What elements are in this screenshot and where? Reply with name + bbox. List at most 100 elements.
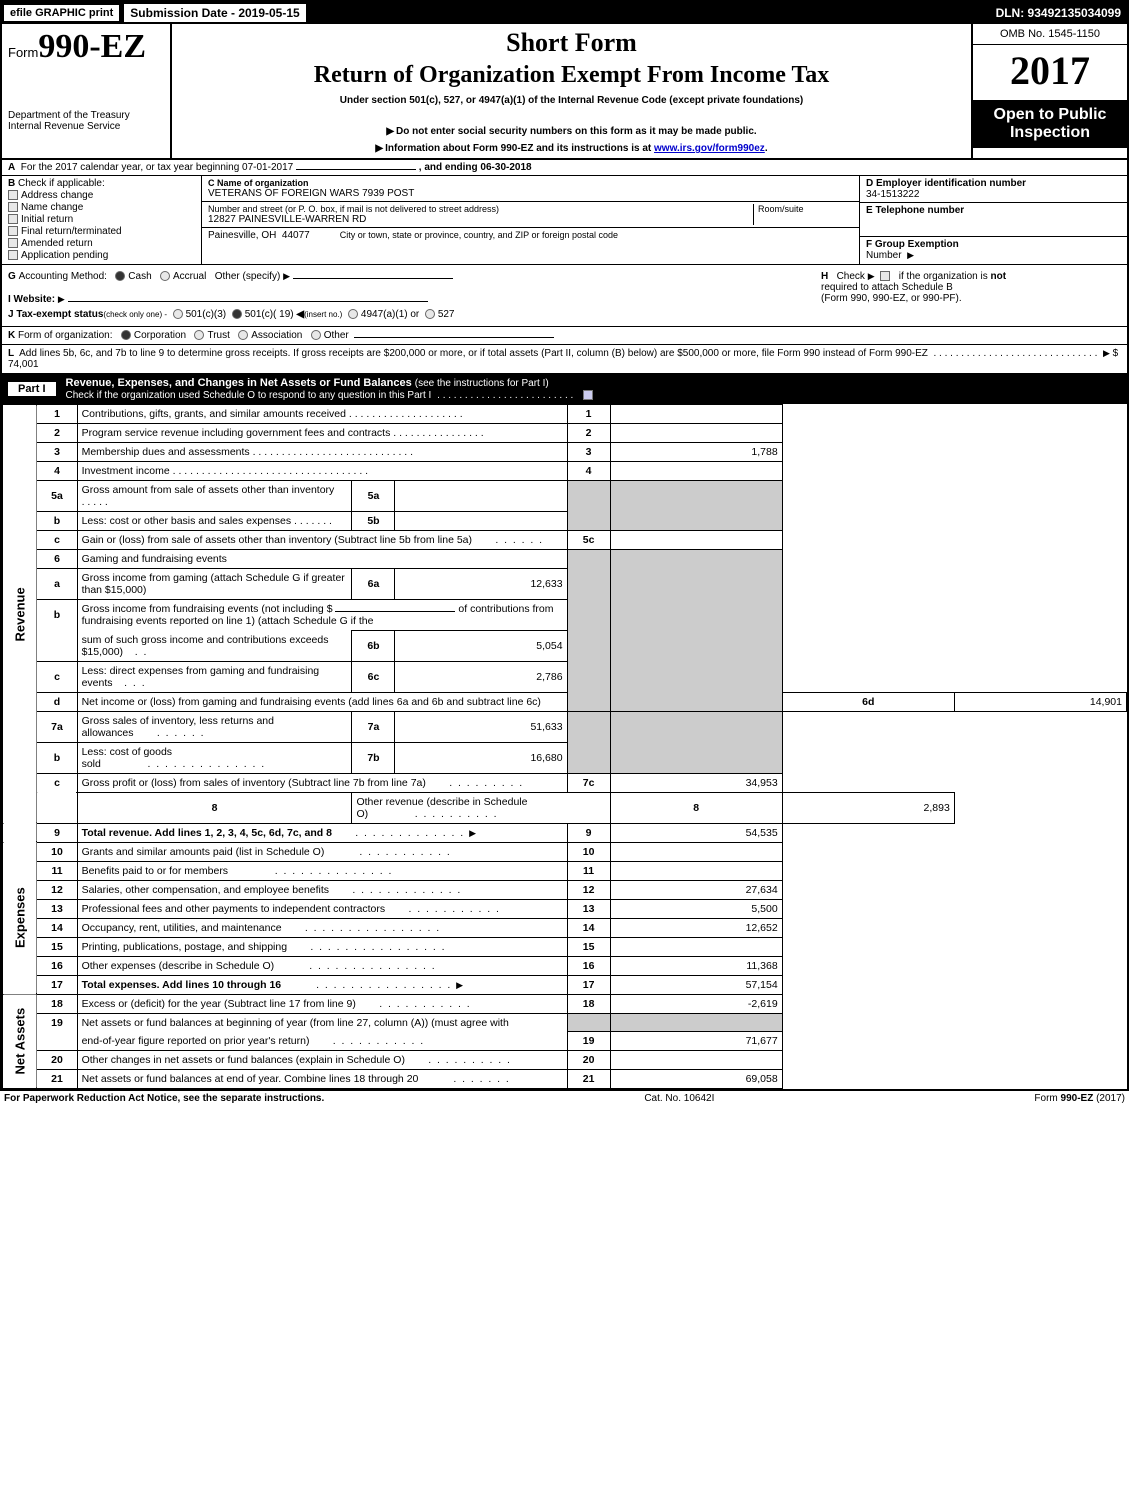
ln-num: 11 bbox=[37, 861, 77, 880]
ln-num: 16 bbox=[37, 956, 77, 975]
chk-amended-return[interactable]: Amended return bbox=[8, 238, 195, 249]
ln-text: Other changes in net assets or fund bala… bbox=[77, 1051, 567, 1070]
table-row: 15 Printing, publications, postage, and … bbox=[3, 937, 1127, 956]
chk-initial-return[interactable]: Initial return bbox=[8, 214, 195, 225]
ln-num: 21 bbox=[37, 1070, 77, 1089]
line-j-label: J Tax-exempt status bbox=[8, 309, 103, 320]
page-footer: For Paperwork Reduction Act Notice, see … bbox=[0, 1091, 1129, 1106]
ln-num: c bbox=[37, 531, 77, 550]
box-b: B Check if applicable: Address change Na… bbox=[2, 176, 202, 264]
radio-cash[interactable] bbox=[115, 271, 125, 281]
main-val: 12,652 bbox=[610, 918, 782, 937]
sub-val bbox=[395, 481, 567, 512]
radio-cash-label: Cash bbox=[128, 271, 151, 282]
ln-num: 7a bbox=[37, 711, 77, 742]
radio-527[interactable] bbox=[425, 309, 435, 319]
box-f-label: F Group Exemption bbox=[866, 239, 959, 250]
radio-501c[interactable] bbox=[232, 309, 242, 319]
note-ssn-text: Do not enter social security numbers on … bbox=[396, 126, 757, 137]
chk-schedule-b[interactable] bbox=[880, 271, 890, 281]
table-row: b Gross income from fundraising events (… bbox=[3, 600, 1127, 631]
sub-num: 5b bbox=[352, 512, 395, 531]
chk-application-pending[interactable]: Application pending bbox=[8, 250, 195, 261]
note-ssn: Do not enter social security numbers on … bbox=[182, 126, 961, 137]
ln-num: 9 bbox=[37, 823, 77, 842]
main-num: 19 bbox=[567, 1032, 610, 1051]
chk-name-change[interactable]: Name change bbox=[8, 202, 195, 213]
table-row: 13 Professional fees and other payments … bbox=[3, 899, 1127, 918]
ln-text: Gross income from gaming (attach Schedul… bbox=[77, 569, 352, 600]
part-1-header: Part I Revenue, Expenses, and Changes in… bbox=[2, 374, 1127, 404]
shade-cell bbox=[610, 481, 782, 531]
table-row: 12 Salaries, other compensation, and emp… bbox=[3, 880, 1127, 899]
table-row: c Less: direct expenses from gaming and … bbox=[3, 661, 1127, 692]
ln-num: b bbox=[37, 600, 77, 631]
main-val bbox=[610, 462, 782, 481]
table-row: 7a Gross sales of inventory, less return… bbox=[3, 711, 1127, 742]
main-num: 4 bbox=[567, 462, 610, 481]
note-info: Information about Form 990-EZ and its in… bbox=[182, 143, 961, 154]
ln-num: 14 bbox=[37, 918, 77, 937]
ln-text: Net assets or fund balances at end of ye… bbox=[77, 1070, 567, 1089]
sub-val bbox=[395, 512, 567, 531]
open-line2: Inspection bbox=[977, 124, 1123, 142]
table-row: 6 Gaming and fundraising events bbox=[3, 550, 1127, 569]
line-k-text: Form of organization: bbox=[18, 330, 113, 341]
ln-num: 15 bbox=[37, 937, 77, 956]
table-row: Net Assets 18 Excess or (deficit) for th… bbox=[3, 994, 1127, 1013]
main-num: 5c bbox=[567, 531, 610, 550]
table-row: 21 Net assets or fund balances at end of… bbox=[3, 1070, 1127, 1089]
part-1-label: Part I bbox=[8, 382, 56, 396]
radio-corp-label: Corporation bbox=[134, 330, 186, 341]
main-num: 20 bbox=[567, 1051, 610, 1070]
ln-num bbox=[37, 1032, 77, 1051]
line-g-label: G bbox=[8, 271, 16, 282]
chk-address-change[interactable]: Address change bbox=[8, 190, 195, 201]
radio-other[interactable] bbox=[311, 330, 321, 340]
arrow-icon bbox=[283, 271, 290, 282]
radio-accrual[interactable] bbox=[160, 271, 170, 281]
main-num: 18 bbox=[567, 994, 610, 1013]
box-d: D Employer identification number 34-1513… bbox=[860, 176, 1127, 203]
tax-year: 2017 bbox=[973, 45, 1127, 100]
line-h-c: required to attach Schedule B bbox=[821, 282, 953, 293]
table-row: c Gross profit or (loss) from sales of i… bbox=[3, 773, 1127, 792]
radio-trust[interactable] bbox=[194, 330, 204, 340]
line-j-small: (check only one) - bbox=[103, 310, 167, 319]
table-row: b Less: cost of goods sold . . . . . . .… bbox=[3, 742, 1127, 773]
ln-text: Gross income from fundraising events (no… bbox=[77, 600, 567, 631]
sub-num: 6a bbox=[352, 569, 395, 600]
shade-cell bbox=[567, 550, 610, 712]
row-ghij: G Accounting Method: Cash Accrual Other … bbox=[2, 265, 1127, 327]
box-b-label: B bbox=[8, 178, 15, 189]
radio-assoc[interactable] bbox=[238, 330, 248, 340]
radio-4947[interactable] bbox=[348, 309, 358, 319]
radio-assoc-label: Association bbox=[251, 330, 302, 341]
chk-schedule-o[interactable] bbox=[583, 390, 593, 400]
table-row: a Gross income from gaming (attach Sched… bbox=[3, 569, 1127, 600]
radio-corp[interactable] bbox=[121, 330, 131, 340]
box-b-checkif: Check if applicable: bbox=[18, 178, 105, 189]
box-e: E Telephone number bbox=[860, 203, 1127, 237]
chk-label-3: Final return/terminated bbox=[21, 226, 122, 237]
form-number: 990-EZ bbox=[38, 28, 146, 65]
main-val bbox=[610, 1051, 782, 1070]
radio-other-label: Other bbox=[324, 330, 349, 341]
line-l: L Add lines 5b, 6c, and 7b to line 9 to … bbox=[2, 345, 1127, 374]
main-num: 9 bbox=[567, 823, 610, 842]
table-row: 17 Total expenses. Add lines 10 through … bbox=[3, 975, 1127, 994]
line-g: G Accounting Method: Cash Accrual Other … bbox=[8, 271, 821, 282]
main-val bbox=[610, 937, 782, 956]
box-f-label2: Number bbox=[866, 250, 902, 261]
line-h-d: (Form 990, 990-EZ, or 990-PF). bbox=[821, 293, 962, 304]
form990ez-link[interactable]: www.irs.gov/form990ez bbox=[654, 143, 765, 154]
radio-501c3[interactable] bbox=[173, 309, 183, 319]
return-title: Return of Organization Exempt From Incom… bbox=[182, 62, 961, 89]
paperwork-notice: For Paperwork Reduction Act Notice, see … bbox=[4, 1093, 324, 1104]
box-f: F Group Exemption Number bbox=[860, 237, 1127, 263]
radio-4947-label: 4947(a)(1) or bbox=[361, 309, 419, 320]
cat-no: Cat. No. 10642I bbox=[644, 1093, 714, 1104]
subtitle: Under section 501(c), 527, or 4947(a)(1)… bbox=[182, 95, 961, 106]
chk-final-return[interactable]: Final return/terminated bbox=[8, 226, 195, 237]
part-1-title-text: Revenue, Expenses, and Changes in Net As… bbox=[66, 377, 412, 389]
